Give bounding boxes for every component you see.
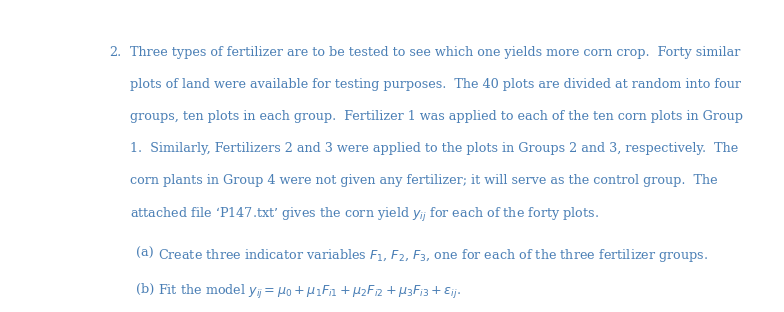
Text: 2.: 2. bbox=[109, 46, 122, 59]
Text: attached file ‘P147.txt’ gives the corn yield $y_{ij}$ for each of the forty plo: attached file ‘P147.txt’ gives the corn … bbox=[129, 206, 599, 224]
Text: Fit the model $y_{ij} = \mu_0 + \mu_1 F_{i1} + \mu_2 F_{i2} + \mu_3 F_{i3} + \ep: Fit the model $y_{ij} = \mu_0 + \mu_1 F_… bbox=[158, 283, 460, 301]
Text: corn plants in Group 4 were not given any fertilizer; it will serve as the contr: corn plants in Group 4 were not given an… bbox=[129, 174, 717, 187]
Text: (b): (b) bbox=[136, 283, 154, 296]
Text: 1.  Similarly, Fertilizers 2 and 3 were applied to the plots in Groups 2 and 3, : 1. Similarly, Fertilizers 2 and 3 were a… bbox=[129, 142, 738, 155]
Text: plots of land were available for testing purposes.  The 40 plots are divided at : plots of land were available for testing… bbox=[129, 78, 741, 91]
Text: (a): (a) bbox=[136, 247, 154, 260]
Text: groups, ten plots in each group.  Fertilizer 1 was applied to each of the ten co: groups, ten plots in each group. Fertili… bbox=[129, 110, 742, 123]
Text: Create three indicator variables $F_1$, $F_2$, $F_3$, one for each of the three : Create three indicator variables $F_1$, … bbox=[158, 247, 708, 264]
Text: Three types of fertilizer are to be tested to see which one yields more corn cro: Three types of fertilizer are to be test… bbox=[129, 46, 740, 59]
